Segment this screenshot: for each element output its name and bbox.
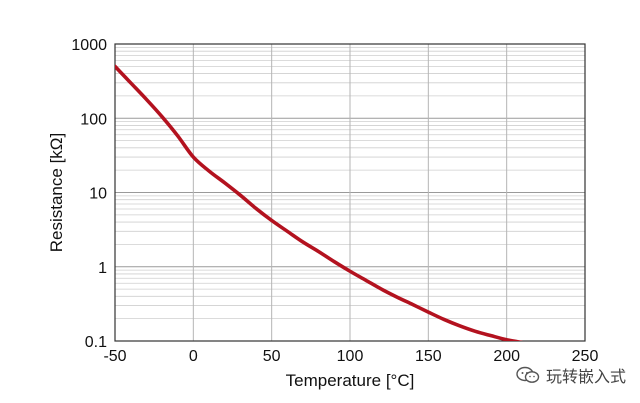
- x-tick-label: 250: [572, 348, 599, 365]
- x-tick-label: 200: [493, 348, 520, 365]
- x-axis-title: Temperature [°C]: [286, 371, 415, 390]
- y-axis-title: Resistance [kΩ]: [47, 133, 66, 252]
- y-tick-label: 1: [98, 260, 107, 277]
- x-tick-label: 100: [337, 348, 364, 365]
- series-layer: [115, 64, 524, 341]
- watermark: 玩转嵌入式: [516, 363, 626, 387]
- plot-frame: [114, 43, 586, 342]
- x-tick-labels: -50 0 50 100 150 200 250: [103, 348, 598, 365]
- y-tick-labels: 0.1 1 10 100 1000: [71, 37, 107, 351]
- y-tick-label: 100: [80, 111, 107, 128]
- y-tick-label: 0.1: [85, 334, 107, 351]
- x-tick-label: 50: [263, 348, 281, 365]
- watermark-text: 玩转嵌入式: [545, 367, 626, 386]
- series-line-0: [115, 64, 524, 341]
- x-tick-label: 0: [189, 348, 198, 365]
- x-tick-label: -50: [103, 348, 126, 365]
- y-tick-label: 1000: [71, 37, 107, 54]
- y-tick-label: 10: [89, 186, 107, 203]
- wechat-icon: [516, 366, 540, 383]
- x-tick-label: 150: [415, 348, 442, 365]
